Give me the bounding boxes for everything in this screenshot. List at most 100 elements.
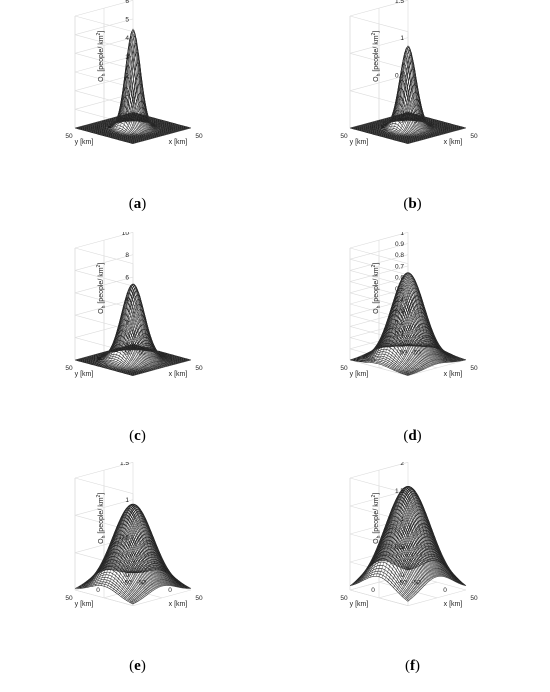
panel-caption: (b) [403, 196, 422, 212]
z-tick-label: 6 [125, 0, 129, 5]
surface-panel-d: 00.10.20.30.40.50.60.70.80.91× 10-3Oh[pe… [275, 232, 550, 462]
x-axis-label: x [km] [169, 371, 188, 378]
z-tick-label: 3 [125, 54, 129, 61]
y-tick-labels: -50 0 50 [340, 349, 407, 372]
z-tick-label: 0.5 [120, 534, 129, 541]
panel-caption-letter: b [408, 196, 417, 212]
mesh-line [89, 116, 148, 133]
mesh-line [112, 319, 171, 371]
x-tick-label: 0 [443, 125, 447, 132]
mesh-line [402, 558, 461, 597]
grid-line [349, 243, 409, 260]
y-tick-label: -50 [122, 579, 132, 586]
mesh-line [74, 569, 134, 589]
grid-line [349, 299, 409, 316]
z-axis-label: Oh[people/ km2] [96, 31, 107, 82]
x-tick-label: 0 [168, 357, 172, 364]
panel-caption: (d) [403, 428, 422, 444]
x-axis-label: x [km] [444, 601, 463, 608]
y-axis-label: y [km] [350, 371, 369, 378]
grid-line [349, 254, 409, 271]
surface-plot-svg: 00.10.20.30.40.50.60.70.80.91× 10-3Oh[pe… [340, 232, 478, 378]
mesh-line [399, 547, 458, 594]
panel-caption: (c) [129, 428, 146, 444]
x-axis-label: x [km] [169, 601, 188, 608]
mesh-line [390, 512, 449, 585]
mesh-line [373, 76, 432, 135]
mesh-line [104, 29, 164, 136]
grid-line [74, 499, 134, 516]
grid-line [349, 265, 409, 282]
grid-line [349, 270, 409, 287]
mesh-line [115, 122, 174, 140]
mesh-line [124, 562, 183, 600]
mesh-line [387, 103, 446, 139]
grid-line [74, 276, 134, 294]
mesh-line [124, 125, 183, 142]
z-tick-label: 0.6 [395, 275, 404, 282]
x-tick-labels: -50 0 50 [411, 579, 478, 602]
y-tick-label: -50 [397, 349, 407, 356]
x-tick-labels: -50 0 50 [136, 579, 203, 602]
mesh-line [355, 113, 414, 130]
mesh-line [396, 335, 455, 372]
grid-line [349, 247, 409, 264]
z-tick-label: 5 [125, 16, 129, 23]
x-tick-labels: -50 0 50 [136, 349, 203, 372]
x-axis-label: x [km] [444, 371, 463, 378]
mesh-line [352, 553, 411, 586]
z-tick-label: 0 [125, 572, 129, 579]
y-tick-label: 0 [96, 357, 100, 364]
mesh-line [378, 272, 438, 365]
mesh-line [106, 43, 165, 137]
mesh-line [381, 55, 440, 137]
mesh-line [95, 515, 154, 586]
y-tick-label: -50 [122, 117, 132, 124]
mesh-line [74, 359, 134, 376]
y-tick-label: 0 [96, 587, 100, 594]
z-tick-label: 1.5 [395, 0, 404, 5]
grid-line [74, 0, 134, 17]
mesh-line [393, 123, 452, 140]
mesh-line [400, 539, 459, 584]
x-tick-label: 50 [195, 133, 203, 140]
grid-line [74, 90, 134, 107]
grid-line [349, 359, 409, 376]
grid-line [407, 589, 467, 606]
y-axis-label: y [km] [350, 601, 369, 608]
mesh-line [83, 114, 142, 131]
y-tick-labels: -50 0 50 [65, 349, 132, 372]
z-tick-label: 0 [400, 572, 404, 579]
z-tick-label: 0 [400, 110, 404, 117]
grid-line [74, 232, 134, 249]
z-tick-label: 0.5 [395, 286, 404, 293]
mesh-line [390, 119, 449, 140]
mesh-line [373, 491, 432, 577]
panel-caption: (e) [129, 658, 146, 674]
mesh-line [405, 358, 464, 375]
z-tick-label: 0.1 [395, 331, 404, 338]
grid-line [74, 37, 134, 54]
grid-line [349, 74, 409, 91]
mesh-line [381, 488, 441, 578]
z-tick-label: 8 [125, 252, 129, 259]
grid-line [349, 258, 409, 276]
mesh-line [98, 509, 157, 586]
grid-line [349, 462, 409, 479]
mesh-line [405, 127, 464, 144]
z-axis-label: Oh[people/ km2] [371, 263, 382, 314]
x-tick-label: 0 [443, 357, 447, 364]
grid-line [74, 270, 134, 287]
mesh-line [95, 314, 154, 366]
z-tick-label: 1 [125, 91, 129, 98]
y-tick-labels: -50 0 50 [65, 579, 132, 602]
grid-line [74, 53, 134, 70]
grid-line [74, 34, 134, 51]
mesh-line [80, 559, 139, 589]
mesh-line [399, 346, 458, 373]
grid-line [349, 232, 409, 249]
mesh-line [407, 576, 467, 602]
